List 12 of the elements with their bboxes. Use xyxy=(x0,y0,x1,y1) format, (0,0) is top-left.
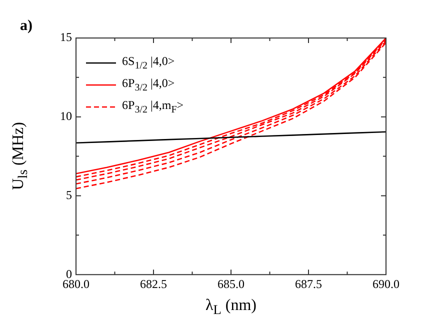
legend-label: 6P$_{3/2}$ |4,m$_{F}$> xyxy=(122,98,184,116)
y-tick-label: 10 xyxy=(60,109,72,124)
legend-label: 6P$_{3/2}$ |4,0> xyxy=(122,76,175,94)
y-tick-label: 15 xyxy=(60,30,72,44)
x-tick-label: 682.5 xyxy=(140,276,167,291)
x-tick-label: 685.0 xyxy=(218,276,244,291)
x-tick-label: 690.0 xyxy=(372,276,400,291)
legend-label: 6S$_{1/2}$ |4,0> xyxy=(122,54,175,72)
x-tick-label: 687.5 xyxy=(295,276,322,291)
y-tick-label: 5 xyxy=(66,188,72,202)
x-axis-title: λ$_{L}$ (nm) xyxy=(204,296,258,318)
text: a) xyxy=(20,18,32,35)
